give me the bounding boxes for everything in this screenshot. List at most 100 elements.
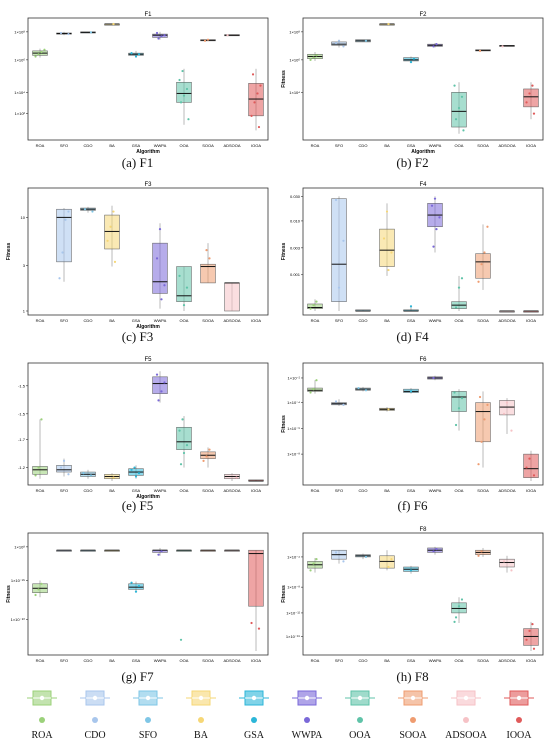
legend-swatch — [239, 690, 269, 723]
legend-item-sfo: SFO — [118, 686, 178, 741]
x-tick-label: BA — [109, 488, 115, 493]
x-tick-label: SFO — [60, 488, 68, 493]
box-gsa — [403, 388, 419, 394]
box-gsa — [403, 565, 419, 574]
data-point — [62, 459, 66, 462]
x-tick-label: SFO — [60, 318, 68, 323]
box-cdo — [80, 206, 96, 213]
box-ba — [104, 205, 120, 267]
box-wwpa — [152, 223, 168, 309]
x-tick-label: IOOA — [526, 488, 536, 493]
data-point — [483, 251, 486, 254]
data-point — [337, 286, 341, 289]
x-tick-label: ROA — [36, 488, 45, 493]
data-point — [382, 237, 386, 240]
data-point — [532, 474, 536, 477]
data-point — [160, 550, 163, 553]
data-point — [112, 22, 115, 26]
x-tick-label: SFO — [335, 143, 343, 148]
box-body — [176, 426, 192, 450]
box-ba — [379, 203, 395, 276]
data-point — [334, 551, 338, 554]
x-tick-label: WWPA — [154, 488, 167, 493]
x-tick-label: BA — [384, 318, 390, 323]
data-point — [157, 553, 160, 556]
box-sfo — [56, 208, 72, 282]
box-ba — [379, 550, 395, 571]
box-ooa — [176, 416, 192, 468]
x-tick-label: BA — [384, 143, 390, 148]
y-tick-label: 1×10⁻⁸ — [287, 585, 300, 590]
data-point — [109, 225, 112, 228]
legend-label: WWPA — [291, 730, 323, 741]
x-tick-label: ROA — [311, 658, 320, 663]
box-wwpa — [152, 31, 168, 40]
data-point — [364, 555, 368, 559]
data-point — [43, 48, 46, 51]
data-point — [528, 629, 531, 632]
x-tick-label: ADSOOA — [498, 658, 515, 663]
data-point — [525, 101, 528, 104]
y-tick-label: -1.5 — [18, 411, 26, 416]
caption-f5: (e) F5 — [0, 498, 275, 514]
x-tick-label: CDO — [84, 143, 93, 148]
legend-swatch — [398, 690, 428, 723]
box-wwpa — [427, 196, 443, 253]
x-axis-label: Algorithm — [136, 494, 160, 500]
box-cdo — [80, 469, 96, 479]
box-body — [152, 242, 168, 294]
y-axis-label: Fitness — [281, 585, 287, 603]
data-point — [202, 459, 205, 462]
legend-swatch — [292, 690, 322, 723]
box-sooa — [200, 38, 216, 42]
data-point — [163, 284, 166, 287]
box-gsa — [128, 581, 144, 593]
data-point — [486, 403, 489, 406]
x-tick-label: OOA — [180, 143, 189, 148]
box-body — [200, 263, 216, 284]
y-tick-label: -1.5 — [18, 383, 26, 388]
box-body — [475, 253, 491, 279]
data-point — [37, 466, 40, 469]
plot-frame — [27, 362, 269, 486]
data-point — [106, 239, 109, 242]
box-sfo — [56, 458, 72, 477]
box-body — [451, 391, 467, 412]
data-point — [454, 118, 458, 121]
box-adsooa — [499, 310, 515, 313]
caption-f7: (g) F7 — [0, 669, 275, 685]
data-point — [438, 216, 441, 219]
x-tick-label: GSA — [407, 488, 416, 493]
box-iooa — [523, 621, 539, 651]
data-point — [206, 38, 210, 41]
x-tick-label: IOOA — [251, 318, 261, 323]
box-ba — [379, 22, 395, 26]
data-point — [342, 45, 345, 48]
data-point — [460, 598, 464, 601]
box-ooa — [176, 549, 192, 641]
caption-name: F8 — [414, 669, 429, 684]
caption-f4: (d) F4 — [275, 329, 550, 345]
x-tick-label: OOA — [455, 488, 464, 493]
x-tick-label: SOOA — [202, 658, 214, 663]
box-roa — [32, 580, 48, 598]
x-tick-label: GSA — [407, 318, 416, 323]
box-ba — [379, 407, 395, 412]
x-tick-label: SFO — [335, 318, 343, 323]
y-tick-label: 1×10⁶ — [289, 57, 300, 62]
data-point — [454, 616, 458, 619]
x-tick-label: WWPA — [429, 658, 442, 663]
box-sfo — [331, 549, 347, 564]
data-point — [315, 300, 318, 303]
box-roa — [307, 52, 323, 61]
box-gsa — [128, 465, 144, 479]
panel-f6: F6 1×10⁻² 1×10⁻⁴ 1×10⁻⁶ 1×10⁻⁸ Fitness ROA SFO C… — [281, 357, 544, 493]
data-point — [510, 569, 513, 572]
box-roa — [307, 558, 323, 573]
box-roa — [307, 299, 323, 311]
data-point — [61, 251, 64, 254]
y-tick-label: 1×10⁻¹⁶ — [286, 634, 300, 639]
box-body — [379, 228, 395, 267]
box-wwpa — [427, 375, 443, 381]
data-point — [387, 408, 390, 411]
